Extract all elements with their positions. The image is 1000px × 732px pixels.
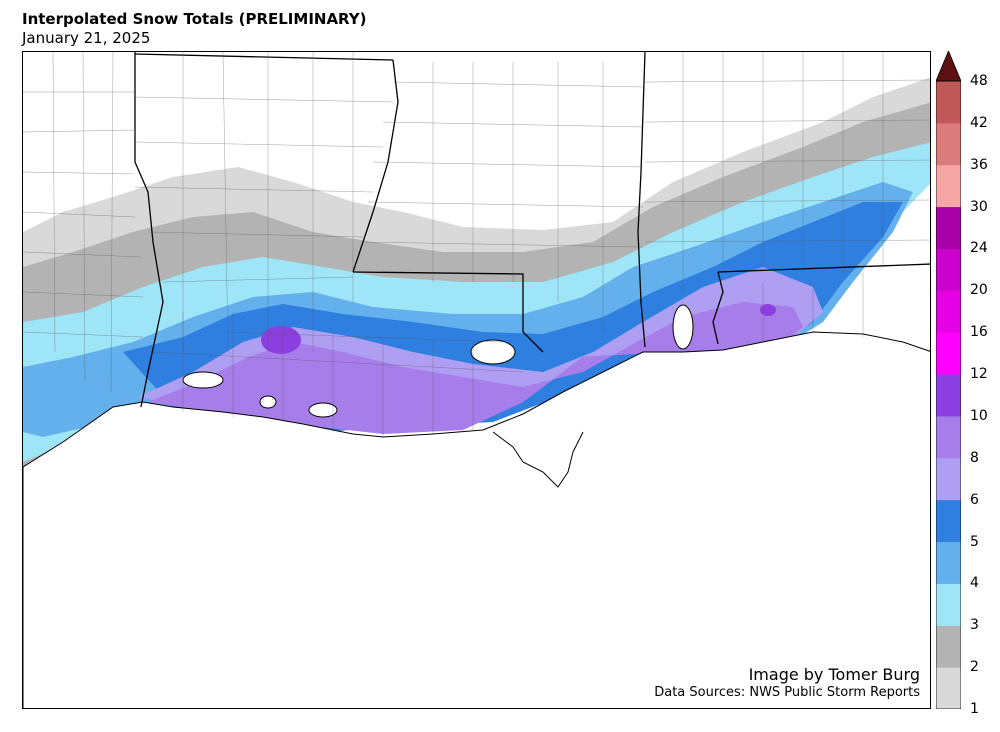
lake: [308, 402, 338, 418]
colorbar-segment: [936, 248, 961, 291]
colorbar-frame: [936, 80, 961, 709]
lake: [259, 395, 277, 409]
colorbar-tick-label: 30: [970, 198, 988, 215]
colorbar-tick-label: 5: [970, 533, 979, 550]
colorbar-segment: [936, 164, 961, 208]
colorbar-segment: [936, 625, 961, 668]
colorbar-segment: [936, 541, 961, 584]
colorbar-tick-label: 16: [970, 324, 988, 341]
map-title: Interpolated Snow Totals (PRELIMINARY): [22, 10, 367, 28]
colorbar-tick-label: 20: [970, 282, 988, 299]
colorbar: [936, 51, 961, 709]
colorbar-segment: [936, 415, 961, 459]
state-borders: [134, 52, 930, 408]
snow-map: Image by Tomer Burg Data Sources: NWS Pu…: [22, 51, 931, 709]
colorbar-tick-label: 6: [970, 491, 979, 508]
colorbar-segment: [936, 499, 961, 543]
colorbar-tick-label: 4: [970, 575, 979, 592]
gulf-of-mexico: [23, 331, 930, 708]
colorbar-extend-arrow: [936, 51, 961, 82]
colorbar-segment: [936, 583, 961, 626]
lake: [672, 304, 694, 350]
image-credit: Image by Tomer Burg: [748, 665, 920, 684]
colorbar-segment: [936, 374, 961, 417]
colorbar-tick-label: 12: [970, 366, 988, 383]
snow-max-pocket: [261, 326, 301, 354]
colorbar-tick-label: 42: [970, 114, 988, 131]
colorbar-tick-label: 36: [970, 156, 988, 173]
colorbar-segment: [936, 206, 961, 249]
mississippi-delta: [492, 431, 584, 488]
lake: [182, 371, 224, 389]
county-borders: [23, 52, 930, 437]
lake-pontchartrain: [470, 339, 516, 365]
colorbar-tick-label: 24: [970, 240, 988, 257]
data-sources: Data Sources: NWS Public Storm Reports: [654, 685, 920, 700]
map-canvas: [23, 52, 930, 708]
colorbar-segment: [936, 667, 961, 709]
colorbar-segment: [936, 457, 961, 501]
colorbar-tick-label: 1: [970, 701, 979, 717]
colorbar-tick-label: 10: [970, 407, 988, 424]
snow-band-8in: [148, 302, 803, 434]
colorbar-tick-label: 48: [970, 73, 988, 89]
snow-max-pocket: [760, 304, 776, 316]
colorbar-tick-label: 2: [970, 659, 979, 676]
colorbar-tick-label: 8: [970, 449, 979, 466]
map-date: January 21, 2025: [22, 29, 151, 47]
colorbar-segment: [936, 81, 961, 124]
colorbar-segment: [936, 290, 961, 333]
colorbar-tick-label: 3: [970, 617, 979, 634]
colorbar-segment: [936, 122, 961, 166]
colorbar-segment: [936, 332, 961, 375]
